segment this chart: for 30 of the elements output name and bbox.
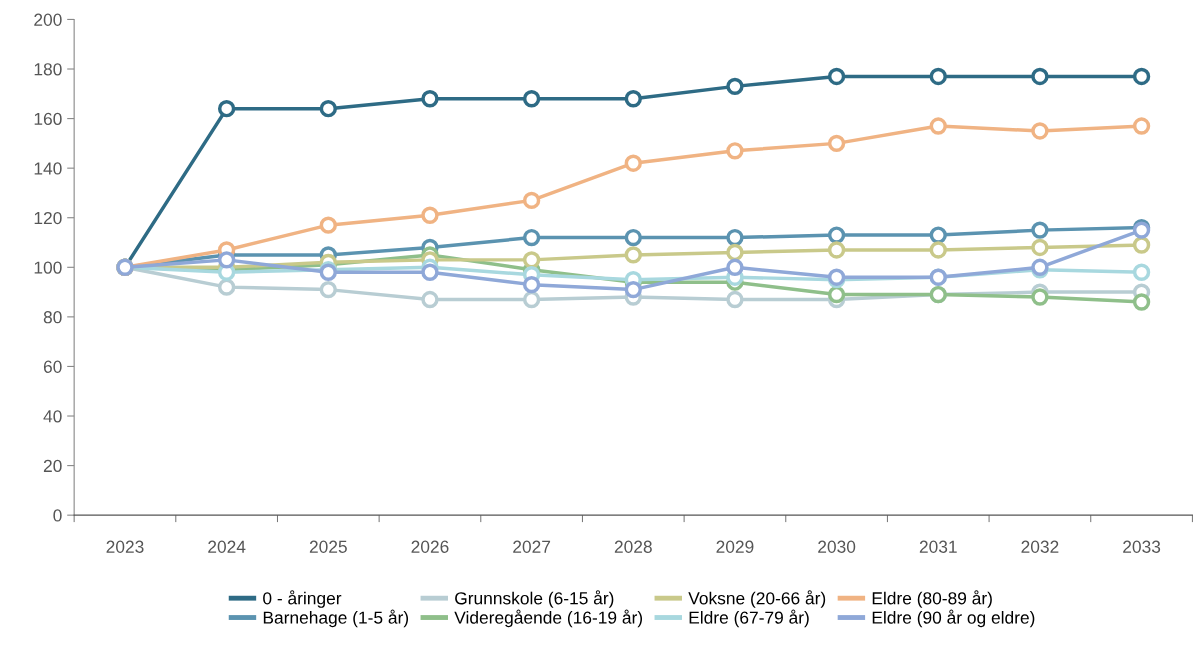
x-tick-label: 2025 (309, 540, 347, 553)
x-tick-label: 2023 (106, 540, 144, 553)
legend-label: 0 - åringer (263, 590, 342, 608)
x-tick-label: 2029 (716, 540, 754, 553)
x-tick-label: 2028 (614, 540, 652, 553)
y-tick-label: 60 (43, 360, 62, 373)
y-tick-label: 100 (34, 261, 62, 274)
legend-label: Grunnskole (6-15 år) (455, 590, 614, 608)
y-tick-label: 160 (34, 112, 62, 126)
x-tick-label: 2027 (513, 540, 551, 553)
x-tick-label: 2031 (919, 540, 957, 553)
x-tick-label: 2024 (208, 540, 246, 553)
legend-label: Voksne (20-66 år) (688, 590, 826, 608)
y-tick-label: 140 (34, 162, 62, 175)
legend-label: Eldre (80-89 år) (872, 590, 992, 608)
y-tick-label: 40 (43, 410, 62, 423)
legend-label: Eldre (67-79 år) (689, 609, 809, 628)
y-tick-label: 80 (43, 311, 62, 324)
legend-label: Eldre (90 år og eldre) (872, 609, 1035, 628)
x-tick-label: 2032 (1021, 540, 1059, 553)
y-tick-label: 120 (34, 211, 62, 225)
legend-label: Videregående (16-19 år) (454, 609, 643, 628)
x-tick-label: 2030 (818, 540, 856, 553)
y-tick-label: 180 (34, 63, 62, 76)
y-tick-label: 200 (34, 13, 62, 26)
x-tick-label: 2026 (411, 540, 449, 553)
y-tick-label: 20 (43, 459, 62, 473)
x-tick-label: 2033 (1123, 540, 1161, 553)
legend-label: Barnehage (1-5 år) (263, 609, 409, 628)
y-tick-label: 0 (53, 509, 62, 522)
